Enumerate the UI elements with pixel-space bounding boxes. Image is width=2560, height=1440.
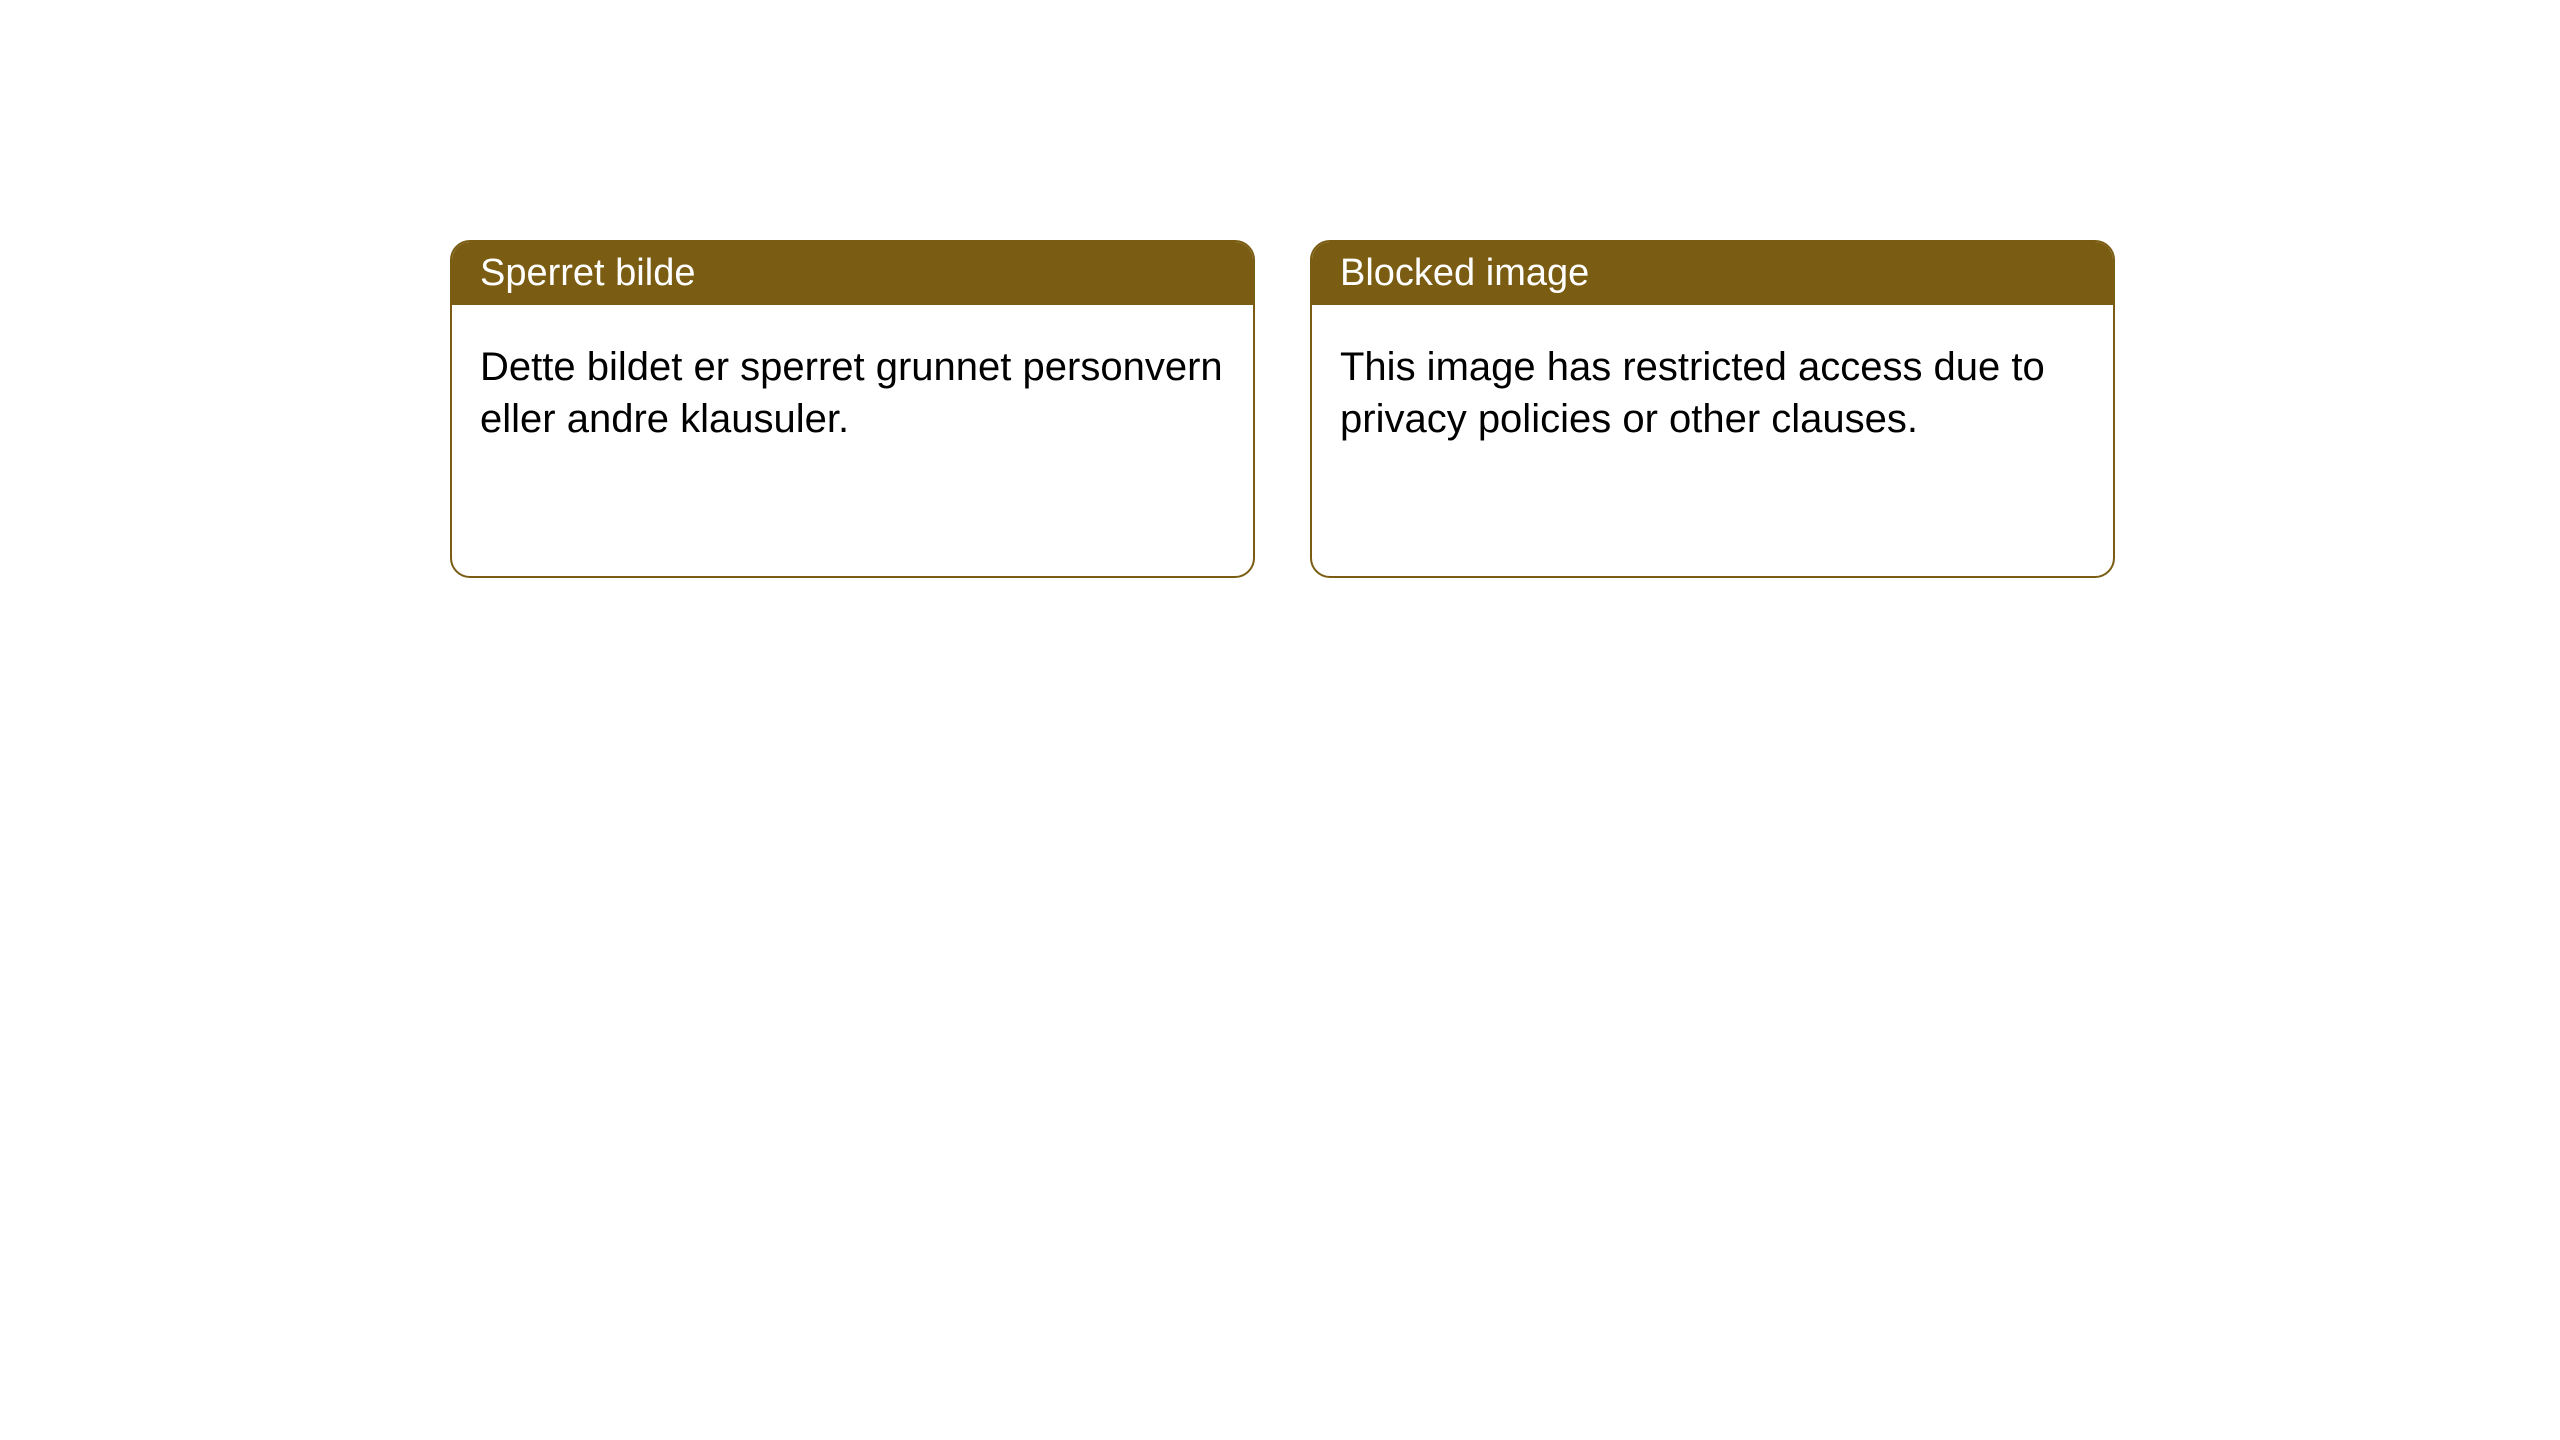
notice-body-no: Dette bildet er sperret grunnet personve… xyxy=(452,305,1253,481)
notice-header-en: Blocked image xyxy=(1312,242,2113,305)
notice-container: Sperret bilde Dette bildet er sperret gr… xyxy=(450,240,2115,578)
notice-body-en: This image has restricted access due to … xyxy=(1312,305,2113,481)
notice-card-en: Blocked image This image has restricted … xyxy=(1310,240,2115,578)
notice-card-no: Sperret bilde Dette bildet er sperret gr… xyxy=(450,240,1255,578)
notice-header-no: Sperret bilde xyxy=(452,242,1253,305)
